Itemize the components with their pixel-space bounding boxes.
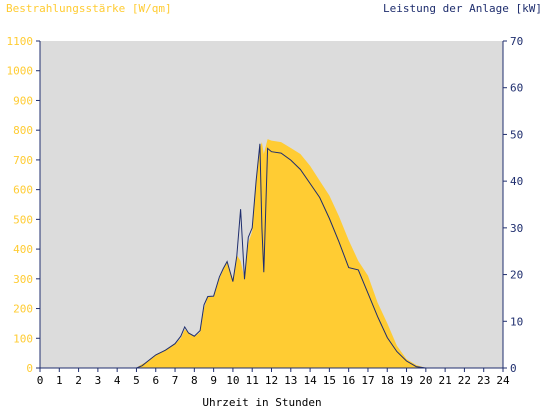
- y2-tick-label: 70: [510, 35, 523, 48]
- x-tick-label: 22: [458, 374, 471, 387]
- y-tick-label: 600: [13, 184, 33, 197]
- y2-tick-label: 20: [510, 269, 523, 282]
- x-tick-label: 13: [284, 374, 297, 387]
- y2-tick-label: 50: [510, 128, 523, 141]
- y-tick-label: 1100: [7, 35, 34, 48]
- y-tick-label: 300: [13, 273, 33, 286]
- x-axis-title: Uhrzeit in Stunden: [202, 396, 321, 408]
- x-tick-label: 1: [56, 374, 63, 387]
- y-tick-label: 400: [13, 243, 33, 256]
- x-tick-label: 23: [477, 374, 490, 387]
- y-tick-label: 700: [13, 154, 33, 167]
- y-tick-label: 200: [13, 303, 33, 316]
- left-axis-title: Bestrahlungsstärke [W/qm]: [6, 2, 172, 15]
- x-tick-label: 14: [303, 374, 317, 387]
- x-tick-label: 9: [210, 374, 217, 387]
- x-tick-label: 10: [226, 374, 239, 387]
- x-tick-label: 19: [400, 374, 413, 387]
- x-tick-label: 18: [381, 374, 394, 387]
- y2-tick-label: 30: [510, 222, 523, 235]
- x-tick-label: 6: [152, 374, 159, 387]
- y2-tick-label: 40: [510, 175, 523, 188]
- irradiance-area: [40, 139, 503, 368]
- x-tick-label: 12: [265, 374, 278, 387]
- x-tick-label: 8: [191, 374, 198, 387]
- x-tick-label: 24: [496, 374, 510, 387]
- y-tick-label: 500: [13, 213, 33, 226]
- x-tick-label: 4: [114, 374, 121, 387]
- x-tick-label: 20: [419, 374, 432, 387]
- y-tick-label: 100: [13, 332, 33, 345]
- x-tick-label: 16: [342, 374, 355, 387]
- y-tick-label: 800: [13, 124, 33, 137]
- x-tick-label: 17: [361, 374, 374, 387]
- x-tick-label: 0: [37, 374, 44, 387]
- x-tick-label: 3: [95, 374, 102, 387]
- x-tick-label: 21: [439, 374, 452, 387]
- y2-tick-label: 60: [510, 82, 523, 95]
- x-tick-label: 5: [133, 374, 140, 387]
- y2-tick-label: 0: [510, 362, 517, 375]
- y-tick-label: 0: [26, 362, 33, 375]
- x-tick-label: 2: [75, 374, 82, 387]
- power-line: [40, 143, 503, 369]
- right-axis-title: Leistung der Anlage [kW]: [383, 2, 542, 15]
- x-tick-label: 15: [323, 374, 336, 387]
- y-tick-label: 900: [13, 94, 33, 107]
- x-tick-label: 7: [172, 374, 179, 387]
- y-tick-label: 1000: [7, 65, 34, 78]
- y2-tick-label: 10: [510, 315, 523, 328]
- x-tick-label: 11: [246, 374, 259, 387]
